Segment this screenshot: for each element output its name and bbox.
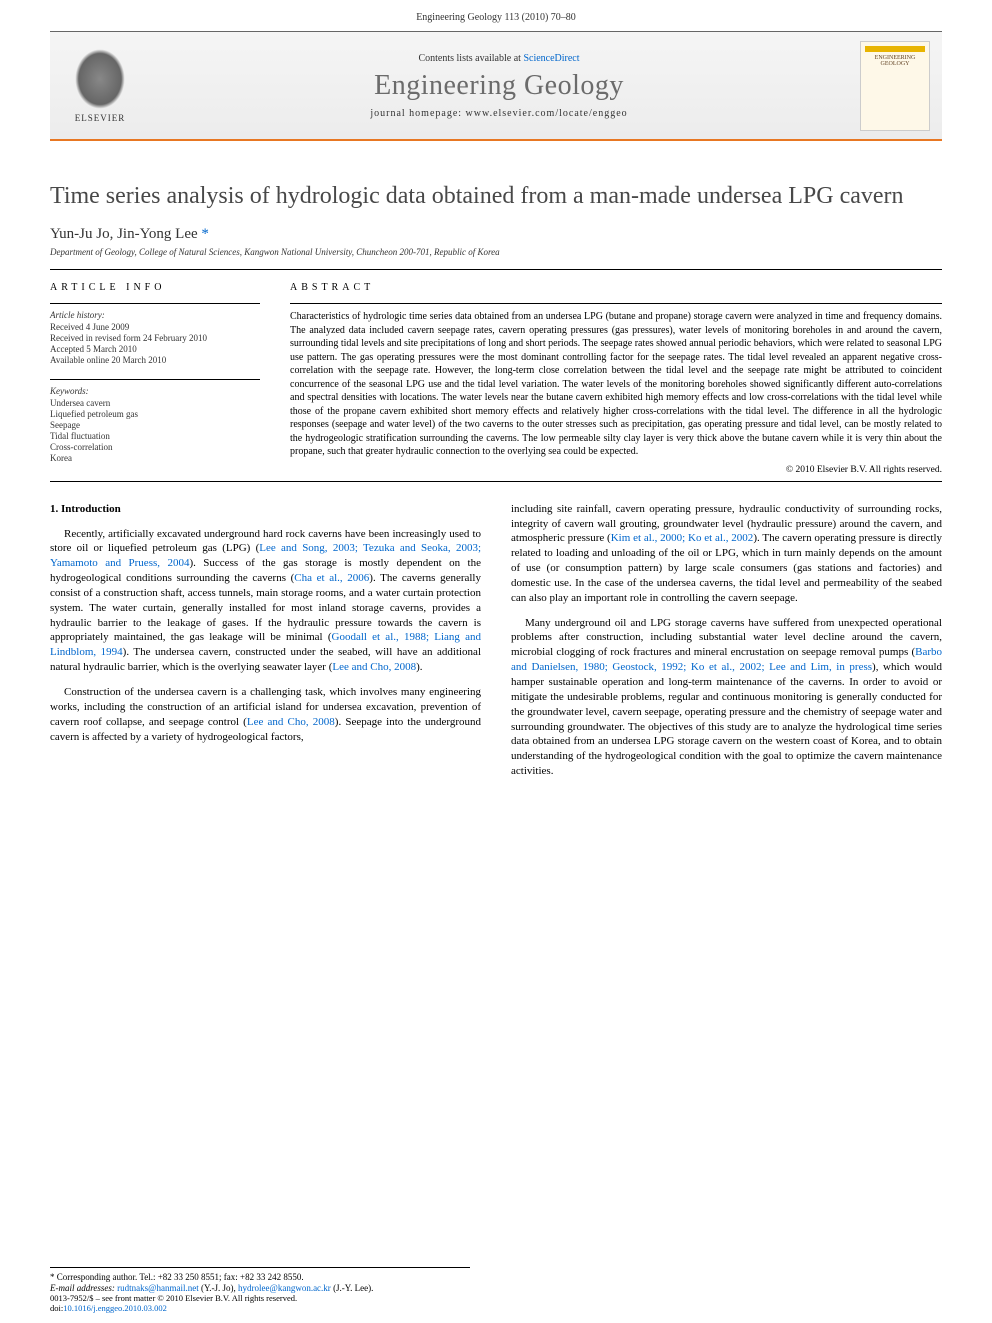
keywords-divider <box>50 379 260 380</box>
keyword-item: Seepage <box>50 420 260 430</box>
body-text: Many underground oil and LPG storage cav… <box>511 617 942 659</box>
history-online: Available online 20 March 2010 <box>50 355 260 365</box>
journal-banner: ELSEVIER Contents lists available at Sci… <box>50 31 942 141</box>
abstract-column: ABSTRACT Characteristics of hydrologic t… <box>290 282 942 475</box>
elsevier-logo: ELSEVIER <box>60 41 140 131</box>
body-column-right: including site rainfall, cavern operatin… <box>511 502 942 789</box>
footnotes: * Corresponding author. Tel.: +82 33 250… <box>50 1267 470 1295</box>
cover-title: ENGINEERING GEOLOGY <box>865 55 925 68</box>
keyword-item: Korea <box>50 453 260 463</box>
body-paragraph: Recently, artificially excavated undergr… <box>50 527 481 675</box>
keyword-item: Cross-correlation <box>50 442 260 452</box>
authors-line: Yun-Ju Jo, Jin-Yong Lee * <box>50 226 942 243</box>
elsevier-tree-icon <box>75 49 125 109</box>
sciencedirect-link[interactable]: ScienceDirect <box>523 53 579 64</box>
journal-name: Engineering Geology <box>150 70 848 102</box>
body-column-left: 1. Introduction Recently, artificially e… <box>50 502 481 789</box>
section-heading-introduction: 1. Introduction <box>50 502 481 517</box>
history-accepted: Accepted 5 March 2010 <box>50 344 260 354</box>
history-label: Article history: <box>50 310 260 320</box>
body-text: ), which would hamper sustainable operat… <box>511 661 942 777</box>
info-abstract-row: ARTICLE INFO Article history: Received 4… <box>50 282 942 475</box>
cover-bar-icon <box>865 46 925 52</box>
authors-names: Yun-Ju Jo, Jin-Yong Lee <box>50 226 201 242</box>
contents-available-line: Contents lists available at ScienceDirec… <box>150 53 848 64</box>
keywords-block: Keywords: Undersea cavern Liquefied petr… <box>50 379 260 463</box>
body-paragraph: including site rainfall, cavern operatin… <box>511 502 942 606</box>
doi-block: 0013-7952/$ – see front matter © 2010 El… <box>50 1293 297 1313</box>
keywords-label: Keywords: <box>50 386 260 396</box>
history-received: Received 4 June 2009 <box>50 322 260 332</box>
doi-prefix: doi: <box>50 1303 63 1313</box>
info-divider <box>50 303 260 304</box>
abstract-heading: ABSTRACT <box>290 282 942 293</box>
abstract-copyright: © 2010 Elsevier B.V. All rights reserved… <box>290 465 942 475</box>
body-columns: 1. Introduction Recently, artificially e… <box>50 502 942 789</box>
running-header: Engineering Geology 113 (2010) 70–80 <box>0 0 992 31</box>
abstract-text: Characteristics of hydrologic time serie… <box>290 310 942 459</box>
corresponding-author-footnote: * Corresponding author. Tel.: +82 33 250… <box>50 1272 470 1284</box>
issn-line: 0013-7952/$ – see front matter © 2010 El… <box>50 1293 297 1303</box>
body-paragraph: Many underground oil and LPG storage cav… <box>511 616 942 779</box>
citation-link[interactable]: Cha et al., 2006 <box>294 572 369 584</box>
history-revised: Received in revised form 24 February 201… <box>50 333 260 343</box>
affiliation: Department of Geology, College of Natura… <box>50 247 942 257</box>
body-paragraph: Construction of the undersea cavern is a… <box>50 685 481 744</box>
banner-center: Contents lists available at ScienceDirec… <box>150 53 848 119</box>
citation-link[interactable]: Lee and Cho, 2008 <box>332 661 416 673</box>
journal-homepage-line: journal homepage: www.elsevier.com/locat… <box>150 108 848 119</box>
elsevier-label: ELSEVIER <box>75 113 126 123</box>
keyword-item: Tidal fluctuation <box>50 431 260 441</box>
article-info-heading: ARTICLE INFO <box>50 282 260 293</box>
email-who: (J.-Y. Lee). <box>331 1283 374 1293</box>
homepage-prefix: journal homepage: <box>370 108 465 119</box>
doi-line: doi:10.1016/j.enggeo.2010.03.002 <box>50 1303 297 1313</box>
homepage-url: www.elsevier.com/locate/enggeo <box>466 108 628 119</box>
contents-prefix: Contents lists available at <box>418 53 523 64</box>
body-text: ). <box>416 661 422 673</box>
citation-link[interactable]: Lee and Cho, 2008 <box>247 716 335 728</box>
journal-cover-thumbnail: ENGINEERING GEOLOGY <box>860 41 930 131</box>
article-info-column: ARTICLE INFO Article history: Received 4… <box>50 282 260 475</box>
corresponding-author-marker[interactable]: * <box>201 226 209 242</box>
article-title: Time series analysis of hydrologic data … <box>50 181 942 212</box>
citation-link[interactable]: Kim et al., 2000; Ko et al., 2002 <box>611 532 754 544</box>
divider-top <box>50 269 942 270</box>
divider-bottom <box>50 481 942 482</box>
keyword-item: Liquefied petroleum gas <box>50 409 260 419</box>
keyword-item: Undersea cavern <box>50 398 260 408</box>
doi-link[interactable]: 10.1016/j.enggeo.2010.03.002 <box>63 1303 167 1313</box>
abstract-divider <box>290 303 942 304</box>
